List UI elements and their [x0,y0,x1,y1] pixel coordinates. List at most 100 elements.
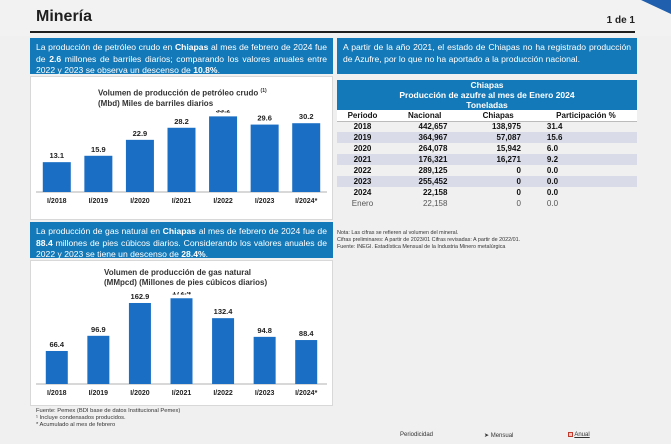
tick-label: I/2020 [130,390,150,397]
gas-value: 88.4 [36,237,53,248]
tick-label: I/2018 [47,198,67,205]
source-notes: Fuente: Pemex (BDI base de datos Institu… [36,408,180,429]
azufre-summary: A partir de la año 2021, el estado de Ch… [337,38,637,74]
page-number: 1 de 1 [606,15,635,26]
data-label: 15.9 [91,145,106,154]
bar [42,162,71,192]
title-divider [30,31,635,33]
table-cell: 16,271 [461,154,535,165]
data-label: 96.9 [91,325,106,334]
gas-chart-title-line1: Volumen de producción de gas natural [104,268,251,277]
table-cell: 364,967 [387,132,462,143]
note-line: Nota: Las cifras se refieren al volumen … [337,230,459,236]
table-cell: 57,087 [461,132,535,143]
anual-link[interactable]: Anual [568,432,590,438]
table-cell: 2020 [353,144,372,153]
oil-pct: 10.8% [193,65,218,75]
table-row: 2020 264,078 15,942 6.0 [337,143,637,154]
table-cell: 2018 [353,122,372,132]
table-cell: 15.6 [534,132,637,143]
table-cell: 255,452 [387,176,462,187]
table-cell: Enero [351,199,374,208]
source-line: * Acumulado al mes de febrero [36,422,116,428]
table-cell: 289,125 [418,166,448,175]
page-title: Minería [36,8,93,25]
note-line: Cifras preliminares: A partir de 2023/01… [337,237,521,243]
table-header-title: Producción de azufre al mes de Enero 202… [337,90,637,100]
table-cell: 0.0 [546,199,559,208]
tick-label: I/2021 [172,390,192,397]
tick-label: I/2022 [213,390,233,397]
table-cell: 6.0 [546,144,559,153]
table-cell: 264,078 [418,144,448,153]
table-cell: 22,158 [422,199,448,208]
oil-text: La producción de petróleo crudo en [36,42,175,52]
bar [295,340,318,384]
gas-pct: 28.4% [181,249,206,259]
table-cell: 0.0 [534,176,637,187]
tick-label: I/2019 [89,198,109,205]
table-row: 2021 176,321 16,271 9.2 [337,154,637,165]
oil-value: 2.6 [49,53,62,64]
table-cell: 0 [516,199,521,208]
table-cell: 2019 [337,132,388,143]
periodicidad-label: Periodicidad [400,432,434,438]
gas-chart-title-line2: (MMpcd) (Millones de pies cúbicos diario… [104,278,268,287]
table-header-state: Chiapas [337,80,637,90]
gas-state: Chiapas [162,226,197,236]
tick-label: I/2024* [295,198,317,205]
bar [167,127,196,192]
gas-bar-chart: 66.4 I/2018 96.9 I/2019 162.9 I/2020 172.4 I/20… [36,292,327,397]
oil-text: al mes de febrero de 2024 fue de [36,42,327,64]
table-cell: 2021 [337,154,388,165]
note-line: Fuente: INEGI. Estadística Mensual de la… [337,244,506,250]
table-row: Enero 22,158 0 0.0 [337,198,637,209]
table-row: 2022 289,125 0 0.0 [337,165,637,176]
data-label: 29.6 [257,114,272,123]
header [0,0,671,36]
col-nacional: Nacional [387,110,462,122]
oil-chart-title-line2: (Mbd) Miles de barriles diarios [98,98,214,108]
oil-bar-chart: 13.1 I/2018 15.9 I/2019 22.9 I/2020 28.2 I/2021… [36,110,327,205]
gas-text: . [205,249,209,259]
col-periodo: Periodo [337,110,388,122]
checkbox-icon [568,432,573,437]
data-label: 162.9 [131,292,150,301]
azufre-table: Chiapas Producción de azufre al mes de E… [337,80,637,209]
data-label: 13.1 [49,151,64,160]
tick-label: I/2023 [255,390,275,397]
arrow-right-icon: ➤ [484,433,490,439]
table-cell: 0 [516,166,521,175]
tick-label: I/2018 [47,390,67,397]
gas-text: al mes de febrero de 2024 fue de [196,226,327,236]
table-notes: Nota: Las cifras se refieren al volumen … [337,230,520,251]
table-cell: 442,657 [418,122,448,132]
table-cell: 22,158 [422,188,448,197]
data-label: 132.4 [214,307,234,316]
table-cell: 138,975 [491,122,521,132]
bar [84,155,113,192]
data-label: 22.9 [133,129,148,138]
tick-label: I/2019 [89,390,109,397]
table-cell: 9.2 [534,154,637,165]
bar [253,336,276,384]
bar [212,318,235,384]
gas-summary: La producción de gas natural en Chiapas … [30,222,333,260]
data-label: 88.4 [299,329,314,338]
table-cell: 0 [461,176,535,187]
tick-label: I/2023 [255,198,275,205]
table-cell: 0 [516,188,521,197]
oil-summary: La producción de petróleo crudo en Chiap… [30,38,333,76]
gas-text: La producción de gas natural en [36,226,163,236]
table-row: 2018 442,657 138,975 31.4 [337,121,637,132]
bar [250,124,279,192]
table-cell: 15,942 [496,144,521,153]
mensual-link[interactable]: ➤ Mensual [484,432,513,439]
bar [125,139,154,192]
mensual-label: Mensual [490,433,514,439]
oil-text: millones de barriles diarios; comparando… [36,53,327,76]
gas-text: millones de pies cúbicos diarios. Consid… [36,237,327,260]
gas-chart-title: Volumen de producción de gas natural (MM… [104,268,267,288]
tick-label: I/2024* [295,390,317,397]
tick-label: I/2022 [213,198,233,205]
